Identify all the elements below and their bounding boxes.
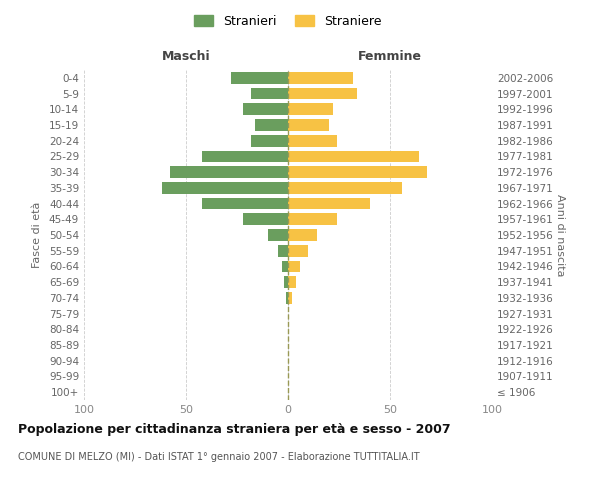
Bar	[202, 198, 288, 209]
Y-axis label: Anni di nascita: Anni di nascita	[555, 194, 565, 276]
Text: Popolazione per cittadinanza straniera per età e sesso - 2007: Popolazione per cittadinanza straniera p…	[18, 422, 451, 436]
Bar	[288, 214, 337, 225]
Bar	[288, 292, 292, 304]
Legend: Stranieri, Straniere: Stranieri, Straniere	[191, 11, 385, 32]
Bar	[288, 88, 358, 100]
Y-axis label: Fasce di età: Fasce di età	[32, 202, 42, 268]
Bar	[284, 276, 288, 288]
Bar	[231, 72, 288, 84]
Bar	[288, 104, 333, 115]
Text: Maschi: Maschi	[161, 50, 211, 64]
Bar	[161, 182, 288, 194]
Bar	[268, 229, 288, 241]
Bar	[202, 150, 288, 162]
Bar	[288, 276, 296, 288]
Bar	[288, 182, 402, 194]
Bar	[282, 260, 288, 272]
Text: COMUNE DI MELZO (MI) - Dati ISTAT 1° gennaio 2007 - Elaborazione TUTTITALIA.IT: COMUNE DI MELZO (MI) - Dati ISTAT 1° gen…	[18, 452, 419, 462]
Bar	[251, 88, 288, 100]
Bar	[288, 119, 329, 131]
Bar	[243, 104, 288, 115]
Bar	[243, 214, 288, 225]
Text: Femmine: Femmine	[358, 50, 422, 64]
Bar	[288, 260, 300, 272]
Bar	[288, 150, 419, 162]
Bar	[288, 245, 308, 256]
Bar	[288, 229, 317, 241]
Bar	[288, 72, 353, 84]
Bar	[278, 245, 288, 256]
Bar	[288, 135, 337, 146]
Bar	[286, 292, 288, 304]
Bar	[288, 198, 370, 209]
Bar	[288, 166, 427, 178]
Bar	[170, 166, 288, 178]
Bar	[256, 119, 288, 131]
Bar	[251, 135, 288, 146]
